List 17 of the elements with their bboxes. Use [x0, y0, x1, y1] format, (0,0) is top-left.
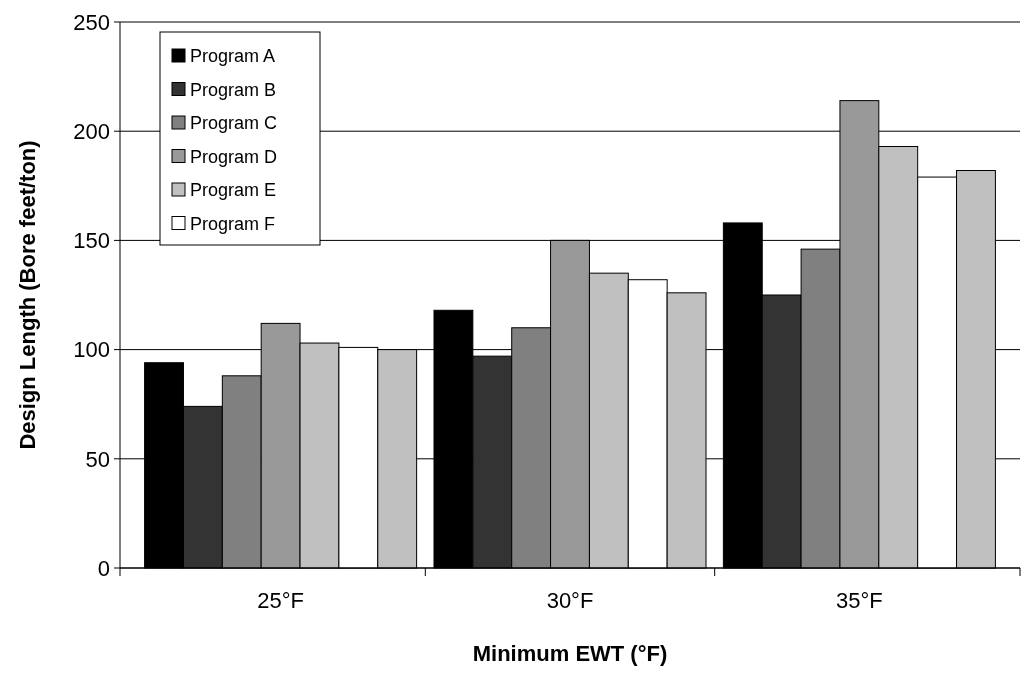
y-tick-label: 100: [73, 337, 110, 363]
legend-label: Program B: [190, 79, 277, 100]
y-tick-label: 250: [73, 9, 110, 35]
legend-label: Program A: [190, 46, 276, 67]
x-axis-title: Minimum EWT (°F): [472, 641, 668, 666]
x-tick-label: 30°F: [546, 588, 594, 613]
legend-label: Program F: [190, 213, 276, 234]
legend-label: Program C: [190, 113, 278, 134]
y-tick-label: 150: [73, 228, 110, 254]
legend-label: Program E: [190, 180, 277, 201]
y-axis-title: Design Length (Bore feet/ton): [15, 140, 40, 450]
legend-label: Program D: [190, 146, 278, 167]
y-tick-label: 0: [97, 555, 110, 581]
x-tick-label: 35°F: [836, 588, 883, 613]
y-tick-label: 50: [85, 446, 110, 472]
y-tick-label: 200: [73, 118, 110, 144]
x-tick-label: 25°F: [257, 588, 304, 613]
